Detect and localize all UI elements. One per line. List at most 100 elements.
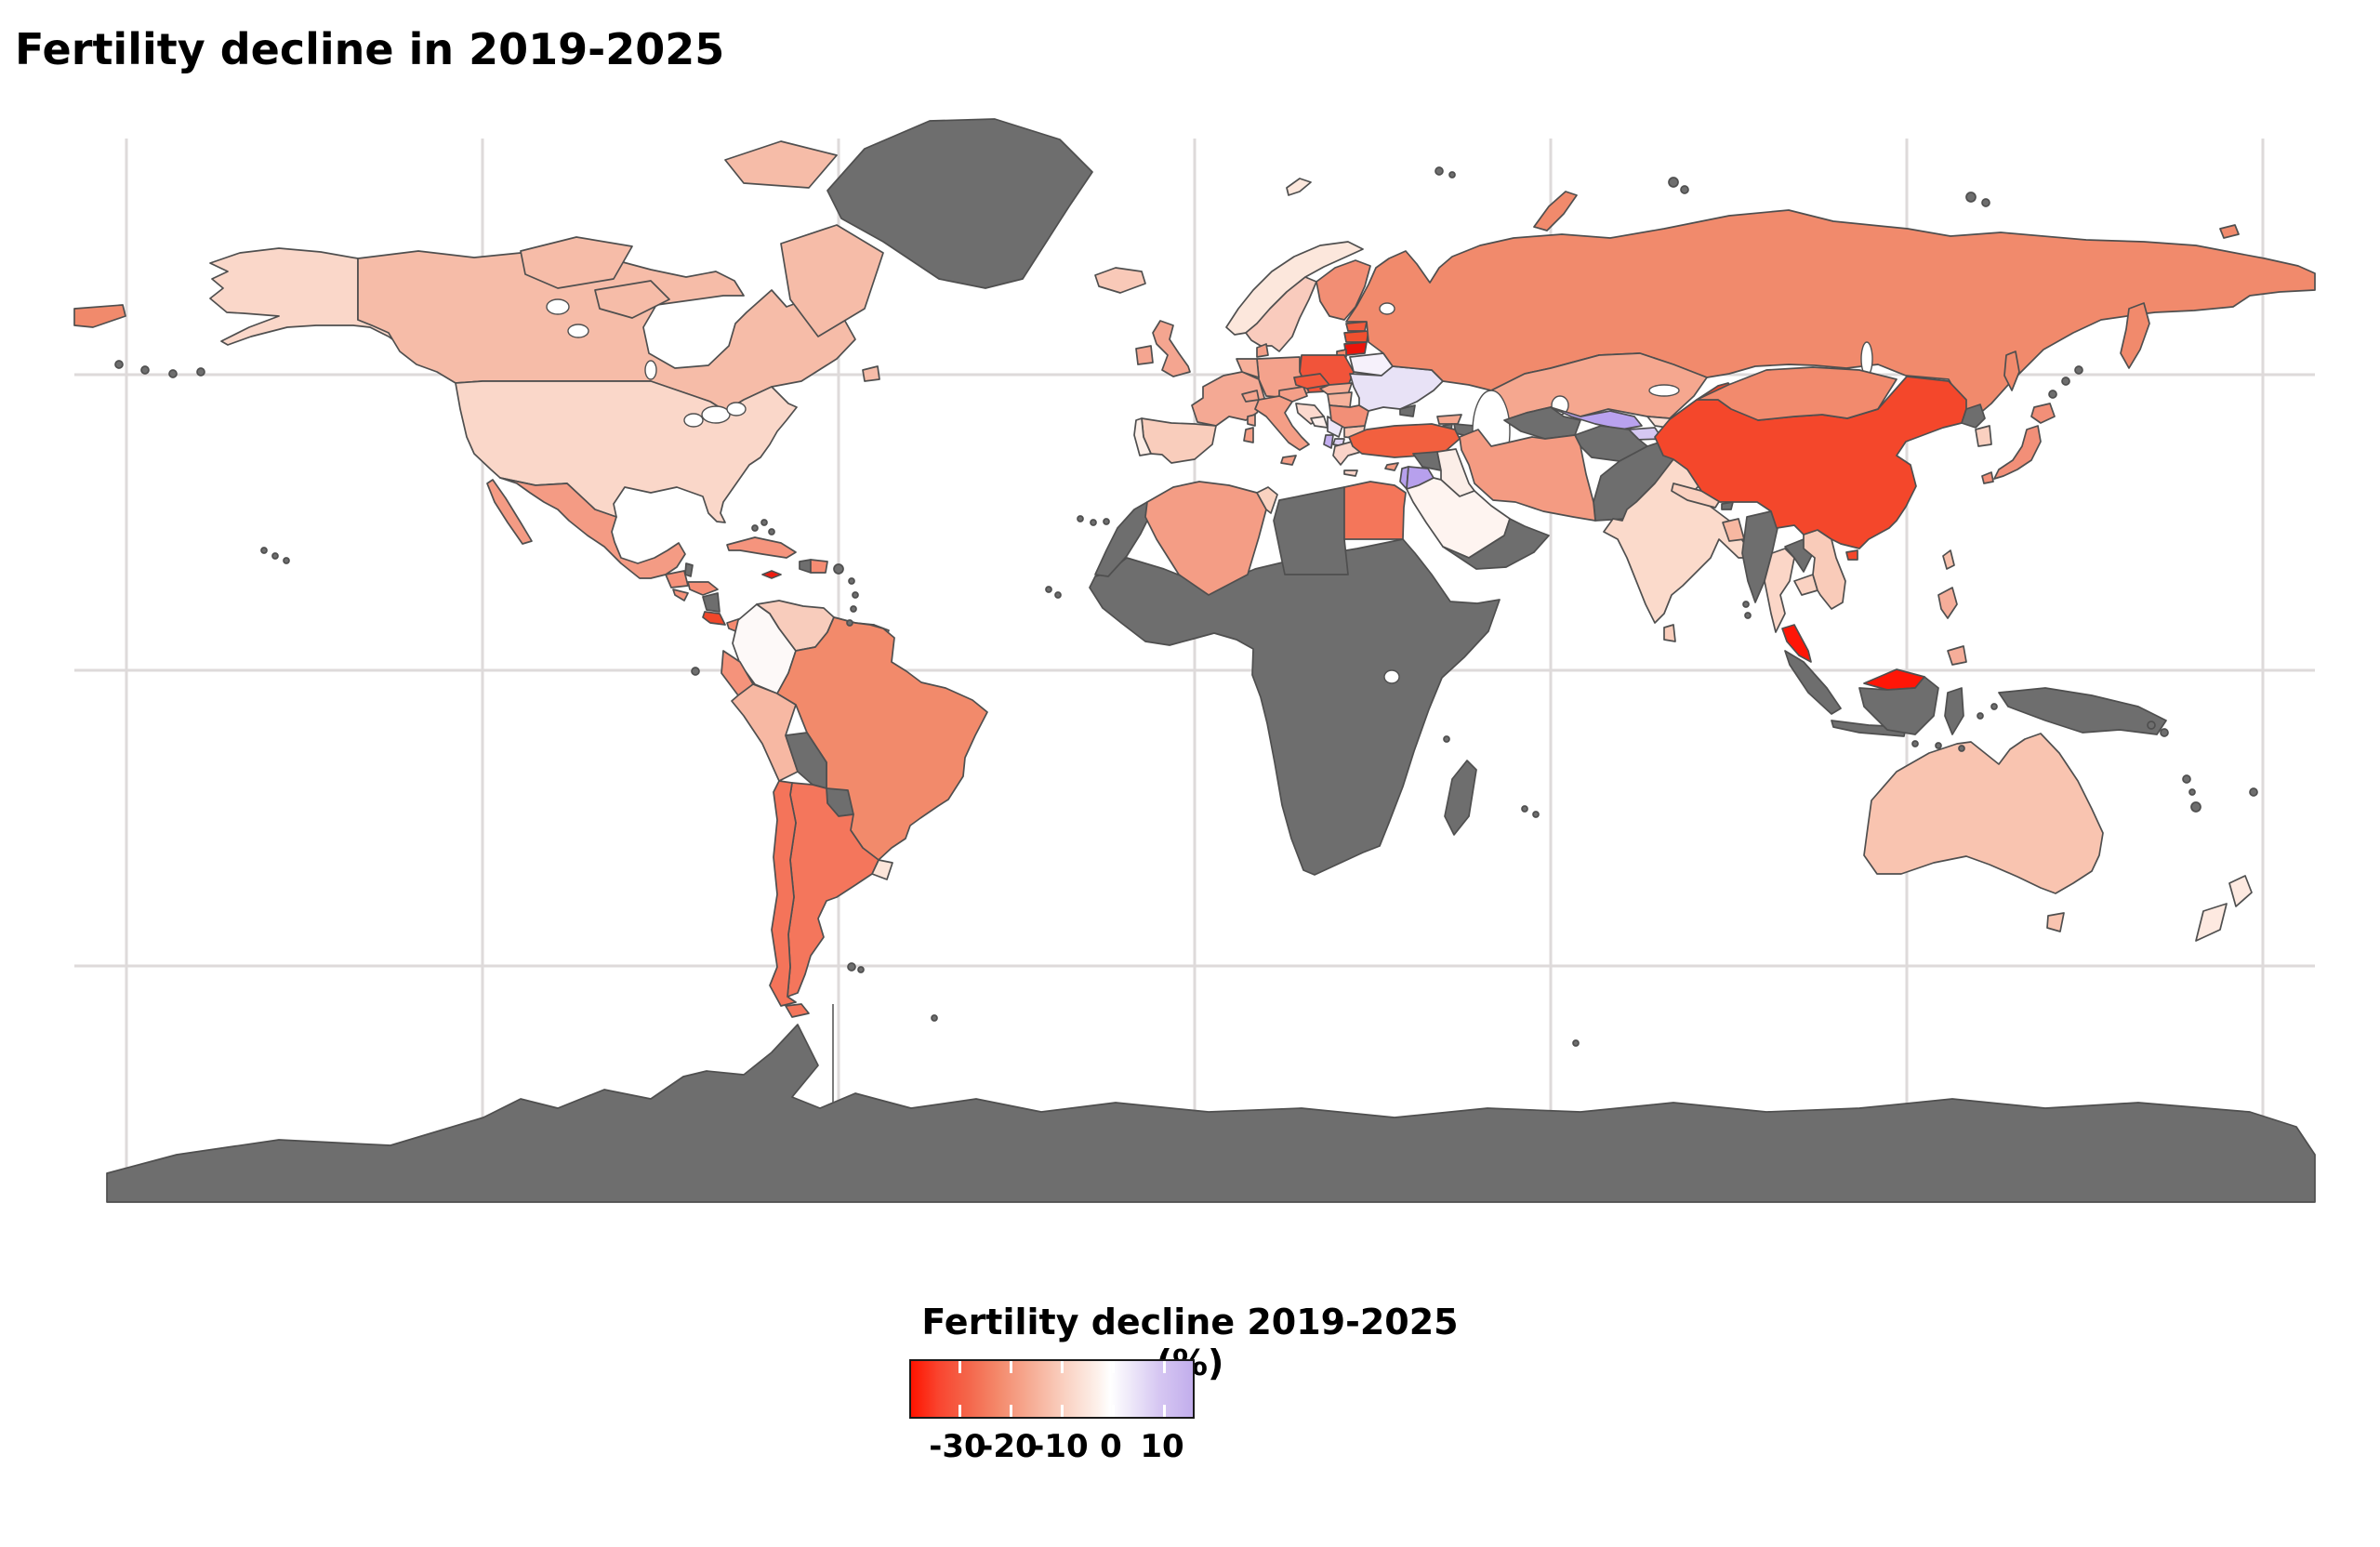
colorbar-tick-label: -10 [1031, 1428, 1089, 1465]
country-italy-sardinia [1243, 427, 1254, 443]
country-mongolia [1696, 366, 1897, 421]
country-tierra-del-fuego [785, 1003, 810, 1018]
colorbar-tick [1010, 1361, 1012, 1373]
country-finland [1316, 259, 1371, 321]
country-canada-ellesmere [724, 140, 838, 189]
country-china-hainan [1845, 549, 1858, 561]
country-bhutan [1721, 501, 1734, 510]
country-uk [1152, 320, 1191, 377]
country-uzbekistan [1550, 406, 1643, 430]
country-philippines-mindanao [1947, 645, 1967, 666]
country-haiti [799, 559, 812, 574]
country-russia-kamchatka [2120, 302, 2150, 369]
country-tunisia [1256, 486, 1278, 514]
country-japan-hokkaido [2030, 403, 2056, 424]
lake-balkhash [1648, 384, 1680, 397]
country-lithuania [1343, 341, 1368, 356]
country-new-zealand-south [2195, 903, 2228, 942]
legend-title: Fertility decline 2019-2025 (%) [921, 1302, 1459, 1383]
country-romania [1329, 404, 1369, 429]
country-libya [1273, 486, 1349, 575]
country-france-corsica [1247, 414, 1256, 427]
country-indonesia-java [1831, 720, 1907, 737]
colorbar-tick [959, 1405, 961, 1417]
country-madagascar [1444, 760, 1477, 836]
country-canada-victoria [594, 280, 670, 319]
lake-winnipeg [644, 360, 657, 380]
country-canada-baffin [780, 224, 884, 337]
country-canada-banks [520, 236, 633, 289]
country-latvia [1343, 330, 1369, 343]
country-italy-sicily [1280, 455, 1297, 466]
country-south-korea [1975, 425, 1992, 447]
page-title: Fertility decline in 2019-2025 [15, 24, 725, 74]
country-albania [1323, 434, 1334, 449]
country-jamaica [761, 570, 782, 579]
region-sub-saharan-africa [1089, 538, 1501, 876]
country-indonesia-borneo [1858, 676, 1939, 735]
country-new-zealand-north [2228, 875, 2253, 907]
country-japan-honshu [1993, 425, 2042, 480]
country-spain [1141, 417, 1217, 464]
country-north-korea [1961, 403, 1986, 429]
lake-ontario [726, 402, 747, 416]
country-australia [1863, 733, 2104, 894]
country-portugal [1133, 417, 1152, 456]
legend-colorbar [909, 1359, 1195, 1419]
lake-michigan [683, 413, 704, 428]
country-ireland [1135, 345, 1154, 365]
country-russia-novaya-zemlya [1533, 191, 1578, 231]
country-iceland [1094, 267, 1146, 294]
country-turkmenistan [1503, 406, 1581, 440]
colorbar-tick [1061, 1405, 1064, 1417]
country-guatemala [665, 570, 689, 588]
country-bosnia [1310, 416, 1329, 429]
colorbar-tick-label: -20 [980, 1428, 1038, 1465]
country-philippines-luzon [1937, 587, 1958, 619]
country-greece-crete [1343, 469, 1358, 477]
country-algeria [1144, 481, 1267, 596]
lake-victoria [1383, 669, 1400, 684]
country-chile [769, 780, 797, 1007]
country-egypt [1343, 481, 1407, 540]
great-lakes [701, 405, 731, 424]
country-cuba [726, 536, 797, 559]
colorbar-tick [1163, 1405, 1166, 1417]
country-honduras [687, 581, 719, 596]
country-indonesia-sumatra [1784, 650, 1842, 715]
lake-ladoga [1379, 302, 1395, 315]
colorbar-tick [1061, 1361, 1064, 1373]
country-mexico [499, 477, 686, 579]
country-dominican-republic [810, 559, 828, 574]
country-czechia [1293, 373, 1330, 390]
country-malaysia [1781, 624, 1812, 663]
country-belize [684, 562, 694, 577]
country-chukotka-fragment [73, 304, 126, 328]
land-layer [73, 118, 2316, 1203]
country-saudi-arabia [1406, 477, 1511, 559]
country-nicaragua [702, 592, 721, 613]
country-italy [1254, 395, 1310, 451]
country-estonia [1345, 321, 1368, 332]
country-new-guinea [1998, 687, 2167, 735]
country-japan-kyushu [1981, 471, 1994, 484]
country-iran [1459, 429, 1596, 522]
colorbar-tick [1112, 1405, 1115, 1417]
country-morocco [1094, 501, 1150, 577]
colorbar-tick-label: 10 [1140, 1428, 1184, 1465]
country-russia-wrangel [2219, 224, 2240, 239]
colorbar-tick [1112, 1361, 1115, 1373]
colorbar-tick-label: -30 [929, 1428, 986, 1465]
colorbar-tick [1163, 1361, 1166, 1373]
colorbar-tick-label: 0 [1100, 1428, 1122, 1465]
country-tasmania [2046, 912, 2065, 932]
country-canada [357, 250, 856, 412]
great-slave-lake [567, 324, 589, 338]
region-crimea [1399, 404, 1416, 417]
country-indonesia-sulawesi [1944, 687, 1964, 735]
colorbar-tick [959, 1361, 961, 1373]
country-benelux [1236, 358, 1260, 378]
country-georgia [1436, 414, 1462, 425]
